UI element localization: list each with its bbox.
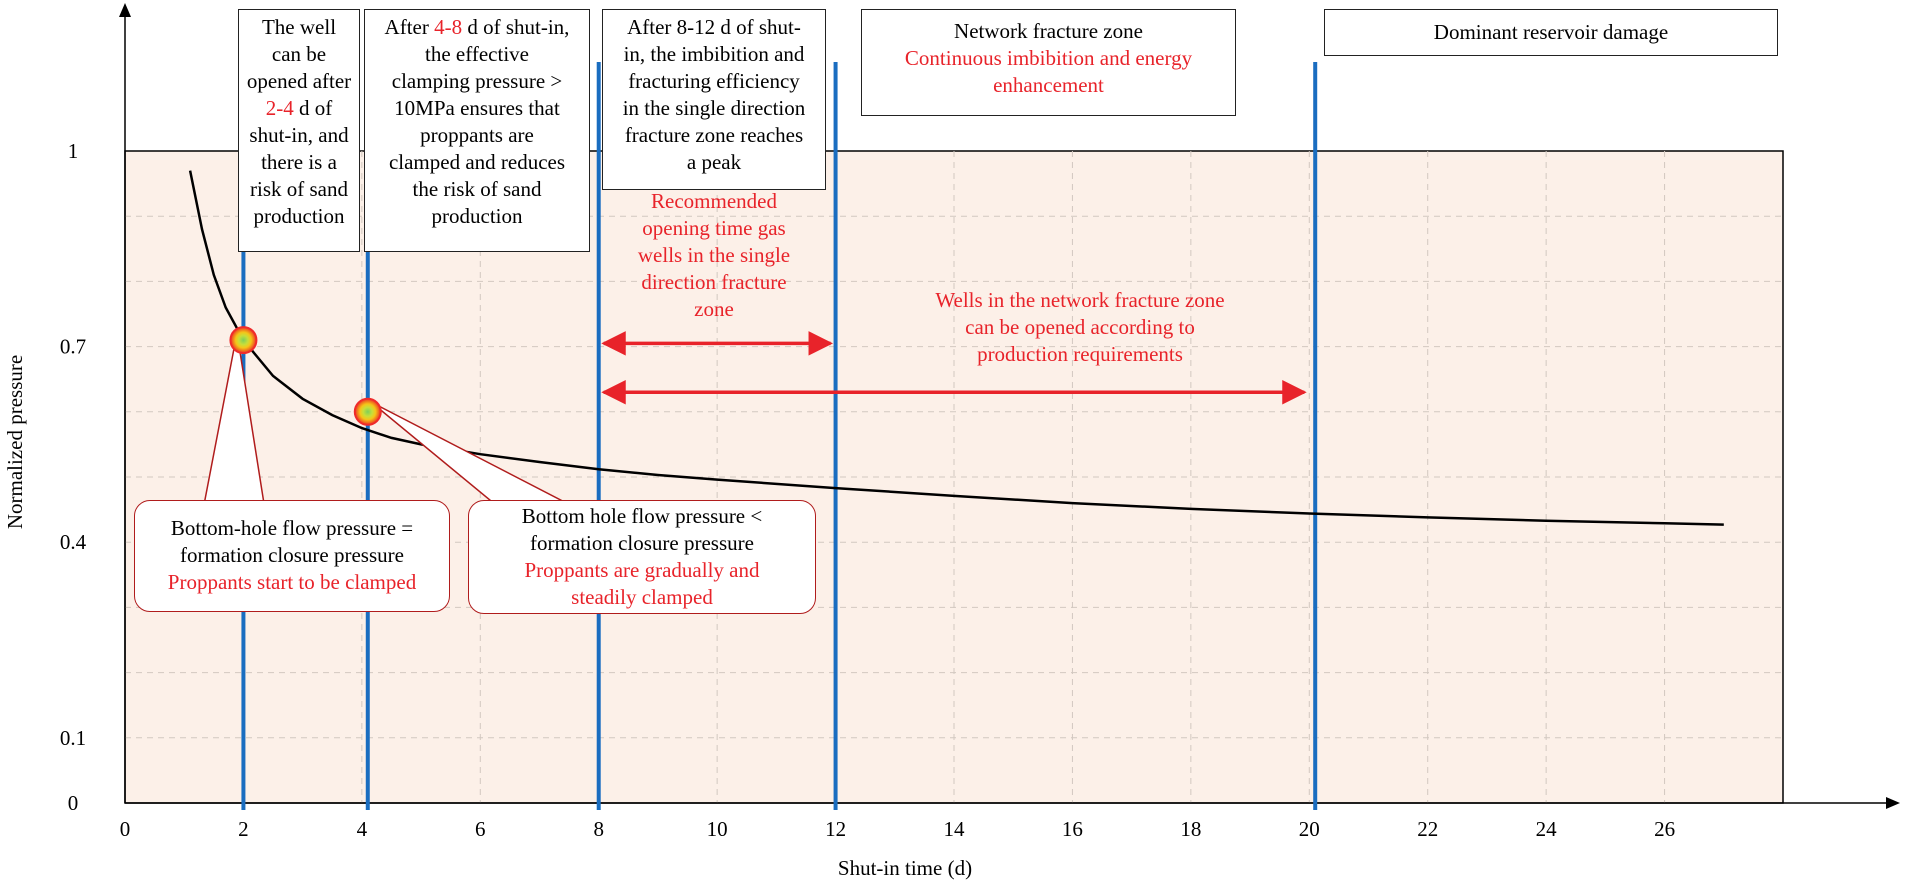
annotation-box-network-zone: Network fracture zone Continuous imbibit… bbox=[861, 9, 1236, 116]
x-axis-label: Shut-in time (d) bbox=[838, 856, 972, 880]
red-note1-line3: wells in the single bbox=[637, 243, 791, 267]
box5-title: Dominant reservoir damage bbox=[1433, 20, 1669, 44]
callout-equal-closure: Bottom-hole flow pressure = formation cl… bbox=[134, 500, 450, 612]
x-tick-label: 16 bbox=[1062, 817, 1083, 841]
red-note1-line5: zone bbox=[694, 297, 734, 321]
box1-highlight: 2-4 bbox=[265, 96, 294, 120]
box3-line1: After 8-12 d of shut- bbox=[627, 15, 801, 39]
x-tick-label: 2 bbox=[238, 817, 249, 841]
callout1-line2: formation closure pressure bbox=[180, 543, 404, 567]
callout2-line4: steadily clamped bbox=[571, 585, 713, 609]
callout1-line3: Proppants start to be clamped bbox=[167, 570, 417, 594]
callout2-line3: Proppants are gradually and bbox=[524, 558, 760, 582]
annotation-box-early-opening: The well can be opened after 2-4 d of sh… bbox=[238, 9, 360, 252]
box4-title: Network fracture zone bbox=[954, 19, 1143, 43]
x-tick-label: 6 bbox=[475, 817, 486, 841]
box1-line8: production bbox=[253, 204, 345, 228]
closure-marker bbox=[353, 397, 382, 426]
recommendation-arrows bbox=[601, 331, 1307, 405]
x-tick-label: 0 bbox=[120, 817, 131, 841]
box2-line2: the effective bbox=[425, 42, 529, 66]
callout2-line1: Bottom hole flow pressure < bbox=[521, 504, 763, 528]
y-tick-label: 0.7 bbox=[60, 335, 86, 359]
box2-line6: clamped and reduces bbox=[388, 150, 566, 174]
red-note1-line2: opening time gas bbox=[642, 216, 786, 240]
y-tick-label: 0.4 bbox=[60, 530, 87, 554]
box2-line8: production bbox=[431, 204, 523, 228]
x-tick-label: 26 bbox=[1654, 817, 1675, 841]
box2-line5: proppants are bbox=[420, 123, 534, 147]
y-tick-labels: 1 0.7 0.4 0.1 0 bbox=[60, 139, 87, 815]
box3-line4: in the single direction bbox=[622, 96, 806, 120]
red-note-single-fracture: Recommended opening time gas wells in th… bbox=[598, 188, 830, 338]
box1-line2: can be bbox=[271, 42, 327, 66]
callout-below-closure: Bottom hole flow pressure < formation cl… bbox=[468, 500, 816, 614]
box2-highlight: 4-8 bbox=[434, 15, 463, 39]
red-note2-line3: production requirements bbox=[977, 342, 1183, 366]
red-note-network-zone: Wells in the network fracture zone can b… bbox=[870, 287, 1290, 377]
box4-line2: Continuous imbibition and energy bbox=[904, 46, 1193, 70]
box3-line5: fracture zone reaches bbox=[624, 123, 804, 147]
box2-line1b: d of shut-in, bbox=[462, 15, 570, 39]
annotation-box-damage: Dominant reservoir damage bbox=[1324, 9, 1778, 56]
x-tick-labels: 0 2 4 6 8 10 12 14 16 18 20 22 24 26 bbox=[120, 817, 1675, 841]
y-tick-label: 0 bbox=[68, 791, 79, 815]
red-note1-line1: Recommended bbox=[651, 189, 777, 213]
y-tick-label: 0.1 bbox=[60, 726, 86, 750]
x-tick-label: 10 bbox=[707, 817, 728, 841]
callout1-line1: Bottom-hole flow pressure = bbox=[170, 516, 414, 540]
closure-marker bbox=[229, 326, 258, 355]
box2-line4: 10MPa ensures that bbox=[394, 96, 560, 120]
y-axis-arrowhead bbox=[119, 3, 131, 17]
x-tick-label: 22 bbox=[1417, 817, 1438, 841]
box3-line2: in, the imbibition and bbox=[623, 42, 805, 66]
x-tick-label: 20 bbox=[1299, 817, 1320, 841]
box2-line1a: After bbox=[384, 15, 435, 39]
box1-line4: d of bbox=[293, 96, 333, 120]
callout2-line2: formation closure pressure bbox=[530, 531, 754, 555]
x-tick-label: 24 bbox=[1536, 817, 1558, 841]
y-axis-label: Normalized pressure bbox=[3, 355, 27, 529]
x-tick-label: 18 bbox=[1180, 817, 1201, 841]
box1-line3: opened after bbox=[246, 69, 352, 93]
red-note2-line1: Wells in the network fracture zone bbox=[935, 288, 1225, 312]
box3-line3: fracturing efficiency bbox=[628, 69, 800, 93]
box3-line6: a peak bbox=[686, 150, 742, 174]
red-note1-line4: direction fracture bbox=[641, 270, 787, 294]
box2-line7: the risk of sand bbox=[412, 177, 542, 201]
y-tick-label: 1 bbox=[68, 139, 79, 163]
annotation-box-clamping: After 4-8 d of shut-in, the effective cl… bbox=[364, 9, 590, 252]
red-note2-line2: can be opened according to bbox=[965, 315, 1195, 339]
box1-line5: shut-in, and bbox=[249, 123, 349, 147]
x-tick-label: 4 bbox=[357, 817, 368, 841]
box2-line3: clamping pressure > bbox=[391, 69, 563, 93]
box4-line3: enhancement bbox=[993, 73, 1104, 97]
closure-markers bbox=[229, 326, 382, 426]
x-tick-label: 12 bbox=[825, 817, 846, 841]
box1-line1: The well bbox=[261, 15, 337, 39]
x-tick-label: 14 bbox=[944, 817, 966, 841]
box1-line6: there is a bbox=[261, 150, 337, 174]
x-axis-arrowhead bbox=[1886, 797, 1900, 809]
box1-line7: risk of sand bbox=[250, 177, 348, 201]
x-tick-label: 8 bbox=[593, 817, 604, 841]
annotation-box-single-fracture: After 8-12 d of shut- in, the imbibition… bbox=[602, 9, 826, 190]
